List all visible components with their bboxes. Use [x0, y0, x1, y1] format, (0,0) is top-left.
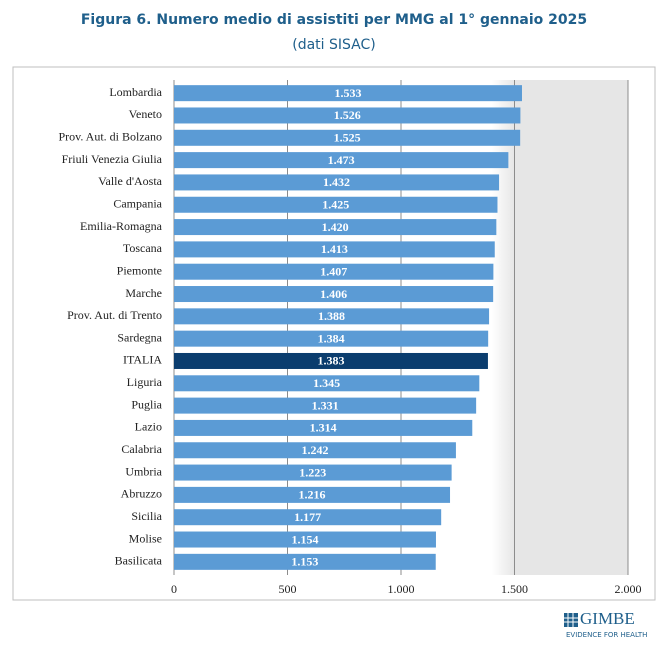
- value-label: 1.154: [291, 532, 318, 546]
- bar: [174, 107, 521, 124]
- bar: [174, 509, 442, 526]
- bar: [174, 129, 521, 146]
- chart-title: Figura 6. Numero medio di assistiti per …: [81, 12, 587, 28]
- bar: [174, 263, 494, 280]
- y-tick-label: Puglia: [131, 397, 162, 411]
- x-tick-label: 500: [279, 582, 297, 596]
- value-label: 1.425: [322, 198, 349, 212]
- bar: [174, 464, 452, 481]
- value-label: 1.388: [318, 309, 345, 323]
- y-tick-label: ITALIA: [123, 353, 162, 367]
- value-label: 1.526: [334, 108, 361, 122]
- value-label: 1.242: [301, 443, 328, 457]
- y-tick-label: Sicilia: [131, 509, 162, 523]
- bar: [174, 241, 495, 258]
- bar: [174, 286, 494, 303]
- chart-frame: [12, 66, 656, 601]
- y-tick-label: Marche: [125, 286, 162, 300]
- y-tick-label: Basilicata: [115, 554, 163, 568]
- bar: [174, 330, 489, 347]
- bar: [174, 419, 473, 436]
- x-tick-label: 2.000: [615, 582, 642, 596]
- y-tick-label: Molise: [129, 531, 162, 545]
- y-tick-label: Veneto: [129, 107, 162, 121]
- logo-name: GIMBE: [580, 609, 635, 628]
- y-tick-label: Prov. Aut. di Bolzano: [58, 130, 162, 144]
- y-tick-label: Emilia-Romagna: [80, 219, 163, 233]
- bar: [174, 531, 436, 548]
- y-tick-label: Piemonte: [117, 263, 162, 277]
- logo-tagline: EVIDENCE FOR HEALTH: [566, 631, 647, 639]
- bar: [174, 375, 480, 392]
- value-label: 1.473: [328, 153, 355, 167]
- x-tick-label: 0: [171, 582, 177, 596]
- y-tick-label: Lazio: [135, 420, 162, 434]
- bar: [174, 85, 522, 102]
- bar: [174, 486, 451, 503]
- chart-subtitle: (dati SISAC): [292, 37, 376, 53]
- y-tick-label: Sardegna: [117, 330, 162, 344]
- value-label: 1.331: [312, 398, 339, 412]
- value-label: 1.153: [291, 555, 318, 569]
- bar: [174, 442, 456, 459]
- x-tick-label: 1.500: [501, 582, 528, 596]
- bar: [174, 308, 490, 325]
- value-label: 1.223: [299, 465, 326, 479]
- y-tick-label: Abruzzo: [121, 487, 162, 501]
- value-label: 1.407: [320, 264, 347, 278]
- y-tick-label: Calabria: [121, 442, 162, 456]
- value-label: 1.420: [322, 220, 349, 234]
- logo: GIMBE EVIDENCE FOR HEALTH: [564, 609, 647, 639]
- value-label: 1.413: [321, 242, 348, 256]
- y-tick-label: Umbria: [125, 464, 162, 478]
- value-label: 1.383: [317, 354, 344, 368]
- bar: [174, 196, 498, 213]
- y-tick-label: Lombardia: [109, 85, 162, 99]
- value-label: 1.177: [294, 510, 321, 524]
- y-tick-label: Toscana: [123, 241, 163, 255]
- x-tick-label: 1.000: [388, 582, 415, 596]
- y-tick-label: Friuli Venezia Giulia: [62, 152, 163, 166]
- bar: [174, 152, 509, 169]
- y-tick-label: Valle d'Aosta: [98, 174, 162, 188]
- bar: [174, 219, 497, 236]
- bar: [174, 397, 477, 414]
- value-label: 1.314: [310, 421, 337, 435]
- value-label: 1.384: [318, 331, 345, 345]
- logo-icon-grid: [564, 613, 578, 627]
- value-label: 1.432: [323, 175, 350, 189]
- value-label: 1.406: [320, 287, 347, 301]
- value-label: 1.533: [334, 86, 361, 100]
- logo-icon: [564, 613, 578, 627]
- value-label: 1.345: [313, 376, 340, 390]
- y-tick-label: Campania: [113, 197, 162, 211]
- value-label: 1.525: [334, 131, 361, 145]
- y-tick-label: Liguria: [127, 375, 163, 389]
- value-label: 1.216: [299, 488, 326, 502]
- bar: [174, 174, 500, 191]
- bar: [174, 553, 436, 570]
- bar: [174, 352, 488, 369]
- y-tick-label: Prov. Aut. di Trento: [67, 308, 162, 322]
